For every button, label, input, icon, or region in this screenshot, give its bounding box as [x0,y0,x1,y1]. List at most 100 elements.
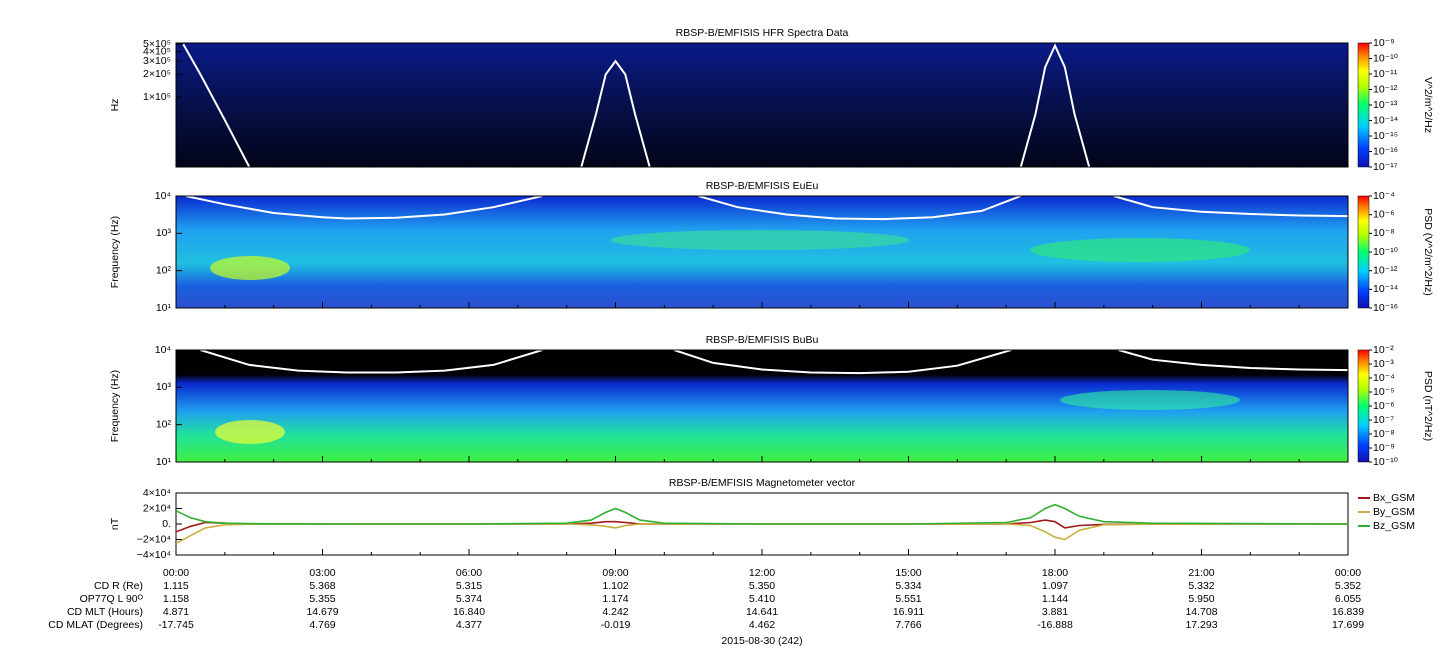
colorbar-tick-label: 10⁻¹⁰ [1373,52,1399,64]
data-line [200,350,1348,375]
x-tick-label: 09:00 [602,567,628,579]
y-tick-label: 10³ [156,227,172,239]
ephemeris-value: 5.355 [309,593,335,605]
plot-frame [175,195,1349,309]
ephemeris-row-label: CD MLAT (Degrees) [48,619,143,631]
ephemeris-value: 4.871 [163,606,189,618]
x-tick-label: 00:00 [1335,567,1361,579]
spectrogram-image [176,43,1348,167]
colorbar-tick-label: 10⁻¹⁴ [1373,283,1398,295]
ephemeris-value: 5.410 [749,593,775,605]
colorbar-tick-label: 10⁻² [1373,344,1394,356]
y-tick-label: 10¹ [156,456,172,468]
ephemeris-row-label: CD MLT (Hours) [67,606,143,618]
colorbar-tick-label: 10⁻¹¹ [1373,68,1398,80]
y-axis-label: Frequency (Hz) [109,370,121,442]
data-line [185,196,1348,221]
y-tick-label: 10¹ [156,302,172,314]
ephemeris-value: 3.881 [1042,606,1068,618]
y-tick-label: 4×10⁵ [143,45,171,57]
ephemeris-value: 1.102 [602,580,628,592]
panel-title: RBSP-B/EMFISIS EuEu [706,180,819,192]
panel-title: RBSP-B/EMFISIS HFR Spectra Data [676,27,849,39]
legend-label: Bz_GSM [1373,520,1415,532]
y-tick-label: −4×10⁴ [137,549,171,561]
x-tick-label: 21:00 [1188,567,1214,579]
colorbar-tick-label: 10⁻⁸ [1373,428,1395,440]
ephemeris-value: 5.352 [1335,580,1361,592]
ephemeris-value: 14.708 [1185,606,1217,618]
ephemeris-value: 16.840 [453,606,485,618]
colorbar-tick-label: 10⁻¹⁰ [1373,246,1399,258]
ephemeris-value: 16.911 [893,606,924,618]
ephemeris-value: 5.315 [456,580,482,592]
x-tick-label: 18:00 [1042,567,1068,579]
ephemeris-value: 4.377 [456,619,482,631]
y-axis-label: Frequency (Hz) [109,216,121,288]
y-tick-label: 4×10⁴ [143,487,171,499]
x-tick-label: 00:00 [163,567,189,579]
colorbar-label: PSD (nT^2/Hz) [1422,371,1434,441]
ephemeris-value: 5.334 [895,580,921,592]
colorbar-tick-label: 10⁻⁹ [1373,442,1395,454]
ephemeris-value: 5.350 [749,580,775,592]
colorbar-tick-label: 10⁻⁷ [1373,414,1394,426]
ephemeris-value: 16.839 [1332,606,1364,618]
legend-label: By_GSM [1373,506,1415,518]
colorbar [1357,42,1370,168]
colorbar-tick-label: 10⁻⁶ [1373,208,1395,220]
y-tick-label: 5×10⁵ [143,38,171,50]
spectrogram-texture [210,230,1250,444]
series-group [185,196,1348,221]
colorbar-tick-label: 10⁻¹⁵ [1373,130,1398,142]
colorbar-label: PSD (V^2/m^2/Hz) [1422,208,1434,295]
colorbar-tick-label: 10⁻¹² [1373,264,1398,276]
x-tick-label: 12:00 [749,567,775,579]
y-tick-label: 3×10⁵ [143,55,171,67]
ephemeris-value: 1.115 [163,580,189,592]
panel-title: RBSP-B/EMFISIS BuBu [706,334,819,346]
y-tick-label: 10² [156,264,172,276]
series-group [176,503,1348,545]
y-tick-label: 10² [156,418,172,430]
colorbar-tick-label: 10⁻¹⁶ [1373,145,1398,157]
ephemeris-value: 1.144 [1042,593,1068,605]
ephemeris-value: 5.374 [456,593,482,605]
y-tick-label: 2×10⁴ [143,502,171,514]
colorbar-tick-label: 10⁻⁶ [1373,400,1395,412]
colorbar-tick-label: 10⁻¹² [1373,83,1398,95]
colorbar-tick-label: 10⁻⁵ [1373,386,1395,398]
colorbar-tick-label: 10⁻⁹ [1373,37,1395,49]
colorbar-tick-label: 10⁻¹⁶ [1373,302,1398,314]
ephemeris-value: 6.055 [1335,593,1361,605]
ephemeris-value: 1.174 [602,593,628,605]
ephemeris-row-label: CD R (Re) [94,580,143,592]
colorbar [1357,195,1370,309]
ephemeris-value: -0.019 [601,619,631,631]
x-tick-label: 06:00 [456,567,482,579]
y-tick-label: 2×10⁵ [143,68,171,80]
ephemeris-value: 4.242 [602,606,628,618]
ephemeris-value: 17.699 [1332,619,1364,631]
data-line [176,503,1348,525]
ephemeris-value: 4.462 [749,619,775,631]
colorbar [1357,349,1370,463]
legend-label: Bx_GSM [1373,492,1415,504]
y-tick-label: 0. [162,518,171,530]
date-label: 2015-08-30 (242) [721,635,802,647]
ephemeris-value: 4.769 [309,619,335,631]
colorbar-tick-label: 10⁻⁸ [1373,227,1395,239]
y-tick-label: 10⁴ [155,190,171,202]
colorbar-label: V^2/m^2/Hz [1422,77,1434,133]
data-line [182,43,1091,167]
series-group [200,350,1348,375]
y-tick-label: 10⁴ [155,344,171,356]
ephemeris-value: 14.679 [306,606,338,618]
y-tick-label: −2×10⁴ [137,533,171,545]
plot-frame [175,349,1349,463]
ephemeris-value: 1.158 [163,593,189,605]
y-axis-label: Hz [109,99,121,112]
ephemeris-value: 5.368 [309,580,335,592]
colorbar-tick-label: 10⁻⁴ [1373,190,1395,202]
